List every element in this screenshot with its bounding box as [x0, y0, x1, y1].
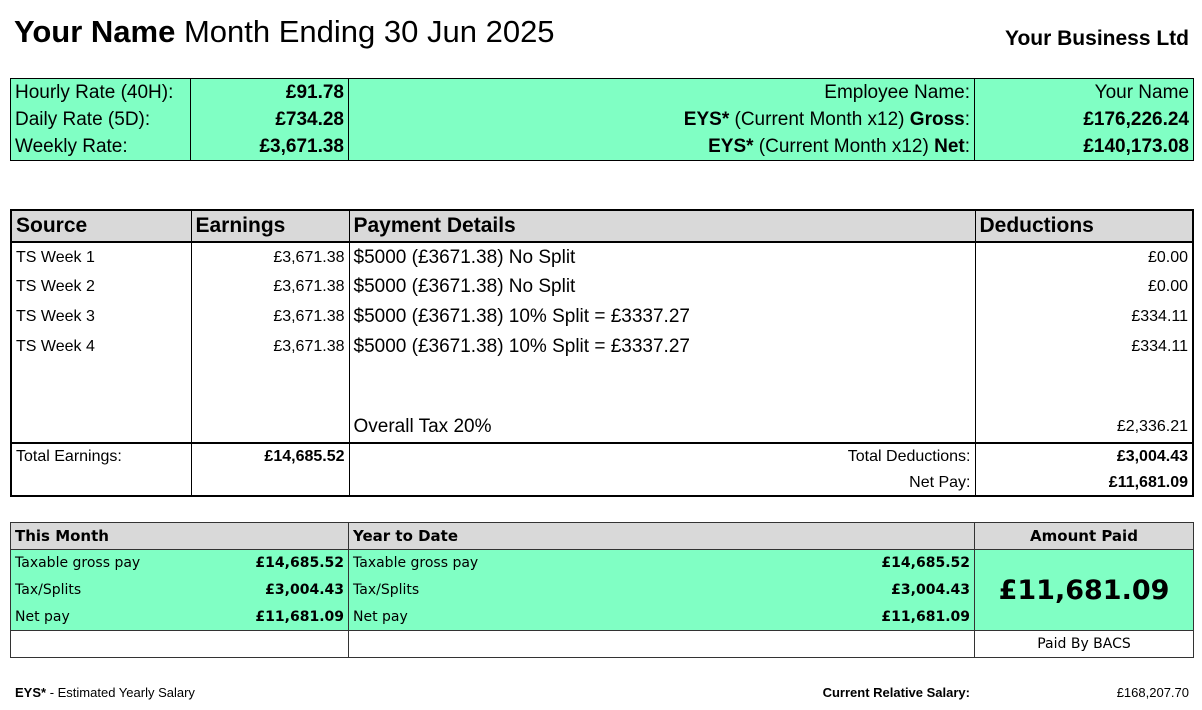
source: TS Week 3: [10, 302, 192, 332]
period: Month Ending 30 Jun 2025: [183, 14, 555, 49]
value: £3,004.43: [891, 582, 970, 598]
deductions: £334.11: [974, 302, 1194, 332]
employee-name-title: Your Name: [14, 14, 176, 49]
value: £14,685.52: [881, 555, 970, 572]
table-row: TS Week 4 £3,671.38 $5000 (£3671.38) 10% S…: [10, 332, 1194, 362]
payment-details: $5000 (£3671.38) No Split: [348, 242, 976, 272]
payment-details: $5000 (£3671.38) No Split: [348, 272, 976, 302]
deductions: £0.00: [974, 242, 1194, 272]
ytd-header: Year to Date: [348, 522, 975, 550]
eys-mid: (Current Month x12): [729, 109, 910, 130]
payment-details: $5000 (£3671.38) 10% Split = £3337.27: [348, 302, 976, 332]
month-cell: Taxable gross pay £14,685.52: [10, 549, 349, 577]
value: £14,685.52: [255, 555, 344, 572]
paid-by: Paid By BACS: [974, 630, 1194, 658]
rate-row: Weekly Rate: £3,671.38 EYS* (Current Mon…: [10, 133, 1194, 161]
colon: :: [964, 109, 970, 130]
header-row: Source Earnings Payment Details Deductio…: [10, 209, 1194, 243]
label: Tax/Splits: [353, 582, 420, 598]
employee-value: Your Name: [974, 78, 1194, 106]
deductions: £334.11: [974, 332, 1194, 362]
eys-suffix: Net: [934, 136, 965, 157]
eys-gross-label: EYS* (Current Month x12) Gross:: [348, 106, 975, 133]
totals-row: Total Earnings: £14,685.52 Total Deduction…: [10, 442, 1194, 470]
tax-label: Overall Tax 20%: [348, 362, 976, 443]
total-earnings: £14,685.52: [190, 442, 350, 470]
eys-mid: (Current Month x12): [753, 136, 935, 157]
this-month-header: This Month: [10, 522, 349, 550]
amount-paid: £11,681.09: [974, 549, 1194, 631]
value: £3,004.43: [265, 582, 344, 598]
eys-term: EYS*: [15, 685, 47, 700]
label: Taxable gross pay: [353, 555, 479, 572]
summary-header: This Month Year to Date Amount Paid: [10, 522, 1194, 550]
col-payment-details: Payment Details: [348, 209, 976, 243]
value: £11,681.09: [255, 608, 344, 625]
source: TS Week 2: [10, 272, 192, 302]
summary-footer-row: Paid By BACS: [10, 630, 1194, 658]
earnings-table: Source Earnings Payment Details Deductio…: [10, 209, 1194, 497]
col-source: Source: [10, 209, 192, 243]
earnings: £3,671.38: [190, 302, 350, 332]
table-row: TS Week 2 £3,671.38 $5000 (£3671.38) No Sp…: [10, 272, 1194, 302]
rate-label: Hourly Rate (40H):: [10, 78, 191, 106]
net-pay-label: Net Pay:: [348, 470, 976, 496]
tax-value: £2,336.21: [974, 362, 1194, 443]
source: TS Week 4: [10, 332, 192, 362]
total-deductions: £3,004.43: [974, 442, 1194, 470]
eys-net-value: £140,173.08: [974, 133, 1194, 161]
col-deductions: Deductions: [974, 209, 1194, 243]
eys-gross-value: £176,226.24: [974, 106, 1194, 133]
net-pay-row: Net Pay: £11,681.09: [10, 470, 1194, 496]
eys-desc: - Estimated Yearly Salary: [46, 685, 195, 700]
relative-salary-value: £168,207.70: [1116, 685, 1189, 700]
tax-row: Overall Tax 20% £2,336.21: [10, 362, 1194, 443]
summary-row: Taxable gross pay £14,685.52 Taxable gros…: [10, 549, 1194, 631]
ytd-cell: Tax/Splits £3,004.43: [348, 576, 975, 604]
rate-value: £3,671.38: [190, 133, 349, 161]
rate-value: £734.28: [190, 106, 349, 133]
rate-row: Daily Rate (5D): £734.28 EYS* (Current M…: [10, 106, 1194, 133]
total-deductions-label: Total Deductions:: [348, 442, 976, 470]
table-row: TS Week 1 £3,671.38 $5000 (£3671.38) No Sp…: [10, 242, 1194, 272]
label: Taxable gross pay: [15, 555, 141, 572]
label: Net pay: [353, 608, 408, 625]
label: Tax/Splits: [15, 582, 82, 598]
business-name: Your Business Ltd: [1005, 27, 1189, 50]
col-earnings: Earnings: [190, 209, 350, 243]
eys-prefix: EYS*: [683, 109, 730, 130]
month-cell: Net pay £11,681.09: [10, 603, 349, 631]
amount-paid-header: Amount Paid: [974, 522, 1194, 550]
colon: :: [964, 136, 970, 157]
relative-salary-label: Current Relative Salary:: [822, 685, 970, 700]
label: Net pay: [15, 608, 70, 625]
earnings: £3,671.38: [190, 332, 350, 362]
rate-label: Weekly Rate:: [10, 133, 191, 161]
eys-net-label: EYS* (Current Month x12) Net:: [348, 133, 975, 161]
earnings: £3,671.38: [190, 242, 350, 272]
earnings: £3,671.38: [190, 272, 350, 302]
rate-value: £91.78: [190, 78, 349, 106]
total-earnings-label: Total Earnings:: [10, 442, 192, 470]
table-row: TS Week 3 £3,671.38 $5000 (£3671.38) 10% S…: [10, 302, 1194, 332]
ytd-cell: Taxable gross pay £14,685.52: [348, 549, 975, 577]
value: £11,681.09: [881, 608, 970, 625]
eys-prefix: EYS*: [708, 136, 754, 157]
ytd-cell: Net pay £11,681.09: [348, 603, 975, 631]
page-title: Your Name Month Ending 30 Jun 2025: [14, 14, 555, 50]
rate-label: Daily Rate (5D):: [10, 106, 191, 133]
deductions: £0.00: [974, 272, 1194, 302]
summary-table: This Month Year to Date Amount Paid Taxa…: [10, 522, 1194, 658]
net-pay: £11,681.09: [974, 470, 1194, 496]
payment-details: $5000 (£3671.38) 10% Split = £3337.27: [348, 332, 976, 362]
eys-footnote: EYS* - Estimated Yearly Salary: [15, 685, 195, 700]
rates-table: Hourly Rate (40H): £91.78 Employee Name:…: [10, 78, 1194, 161]
employee-label: Employee Name:: [348, 78, 975, 106]
rate-row: Hourly Rate (40H): £91.78 Employee Name:…: [10, 78, 1194, 106]
eys-suffix: Gross: [909, 109, 965, 130]
month-cell: Tax/Splits £3,004.43: [10, 576, 349, 604]
source: TS Week 1: [10, 242, 192, 272]
summary-row: Net pay £11,681.09 Net pay £11,681.09: [10, 603, 1194, 631]
